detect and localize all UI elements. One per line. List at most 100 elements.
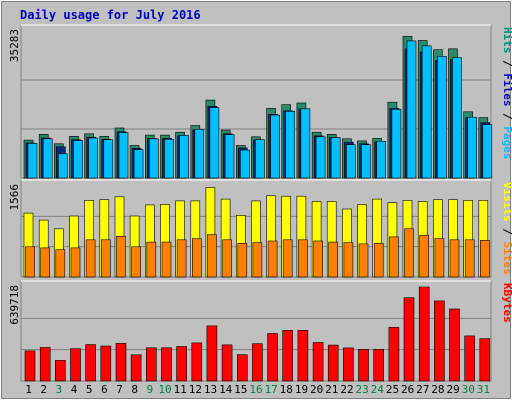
bar-sites-31: 31 Sites: 630 — [479, 240, 490, 278]
legend-item-kbytes: KBytes — [501, 283, 512, 323]
bar-sites-27: 27 Sites: 720 — [419, 234, 430, 278]
x-tick-label: 20 — [310, 383, 323, 396]
panel-hits: 35283 Hits / Files / Pages 1 Hits: 91001 F… — [8, 24, 512, 179]
legend-item-hits: Hits — [501, 27, 512, 54]
legend-item-sites: Sites — [501, 242, 512, 275]
x-tick-label: 19 — [295, 383, 308, 396]
panel-visits: 1566 Visits / Sites 1 Visits: 11001 Sites:… — [8, 179, 512, 278]
bar-kbytes-15: 15 KBytes: 179000 — [237, 354, 248, 382]
bar-sites-2: 2 Sites: 500 — [40, 247, 51, 278]
x-tick-label: 22 — [340, 383, 353, 396]
x-tick-label: 21 — [325, 383, 338, 396]
legend-item-pages: Pages — [501, 126, 512, 159]
max-label-visits: 1566 — [8, 184, 21, 211]
bar-pages-15: 15 Pages: 6700 — [240, 149, 250, 179]
bar-pages-26: 26 Pages: 32900 — [406, 40, 417, 179]
bar-sites-11: 11 Sites: 640 — [176, 239, 187, 278]
legend-hits: Hits / Files / Pages — [501, 27, 512, 160]
bar-pages-13: 13 Pages: 16900 — [209, 107, 220, 179]
bar-kbytes-2: 2 KBytes: 228000 — [39, 347, 51, 382]
bar-pages-1: 1 Pages: 8300 — [27, 143, 38, 179]
x-tick-label: 31 — [477, 383, 490, 396]
bar-kbytes-4: 4 KBytes: 220000 — [70, 348, 81, 382]
x-tick-label: 26 — [401, 383, 414, 396]
bar-sites-26: 26 Sites: 830 — [404, 228, 414, 278]
x-tick-label: 3 — [56, 383, 63, 396]
x-tick-label: 27 — [416, 383, 429, 396]
bar-kbytes-24: 24 KBytes: 216000 — [373, 348, 385, 382]
bar-kbytes-18: 18 KBytes: 345000 — [282, 329, 294, 382]
legend-item-visits: Visits — [501, 182, 512, 222]
bar-sites-1: 1 Sites: 520 — [25, 246, 35, 278]
max-label-kbytes: 639718 — [8, 285, 21, 325]
bar-kbytes-28: 28 KBytes: 545000 — [434, 300, 445, 382]
x-tick-label: 28 — [431, 383, 444, 396]
x-tick-label: 13 — [204, 383, 217, 396]
bar-kbytes-9: 9 KBytes: 226000 — [146, 347, 157, 382]
bar-pages-19: 19 Pages: 16600 — [300, 108, 311, 179]
panel-kbytes: 639718 KBytes 1 KBytes: 2050002 KBytes: 22… — [8, 280, 512, 382]
bar-sites-13: 13 Sites: 730 — [207, 234, 217, 278]
bar-sites-4: 4 Sites: 500 — [70, 247, 81, 278]
bar-pages-24: 24 Pages: 8800 — [376, 141, 387, 179]
bar-sites-23: 23 Sites: 570 — [358, 243, 369, 278]
bar-sites-3: 3 Sites: 470 — [55, 249, 66, 278]
bar-kbytes-13: 13 KBytes: 375000 — [206, 325, 218, 382]
x-tick-label: 30 — [462, 383, 475, 396]
bar-pages-31: 31 Pages: 12800 — [482, 124, 493, 179]
bar-pages-9: 9 Pages: 9400 — [149, 138, 159, 179]
bar-kbytes-26: 26 KBytes: 567000 — [403, 297, 415, 382]
bar-kbytes-14: 14 KBytes: 246000 — [221, 344, 233, 382]
bar-kbytes-30: 30 KBytes: 307000 — [464, 335, 476, 382]
bar-pages-28: 28 Pages: 29200 — [437, 55, 447, 179]
bar-kbytes-19: 19 KBytes: 345000 — [297, 329, 309, 382]
bar-pages-10: 10 Pages: 9300 — [164, 139, 174, 179]
bar-pages-30: 30 Pages: 14600 — [467, 116, 478, 179]
bar-pages-11: 11 Pages: 10200 — [179, 135, 189, 179]
legend-separator: / — [501, 54, 512, 74]
bar-sites-29: 29 Sites: 640 — [449, 239, 460, 278]
x-tick-label: 10 — [158, 383, 171, 396]
x-tick-label: 24 — [371, 383, 385, 396]
x-tick-label: 8 — [131, 383, 138, 396]
bar-sites-19: 19 Sites: 640 — [298, 239, 308, 278]
legend-separator: / — [501, 107, 512, 127]
bar-sites-6: 6 Sites: 640 — [101, 239, 111, 278]
bar-pages-16: 16 Pages: 9200 — [255, 139, 265, 179]
bar-sites-17: 17 Sites: 620 — [267, 240, 278, 278]
x-tick-label: 4 — [71, 383, 78, 396]
x-tick-label: 29 — [446, 383, 459, 396]
bar-kbytes-22: 22 KBytes: 225000 — [343, 347, 354, 382]
bar-pages-25: 25 Pages: 16500 — [391, 109, 402, 179]
bar-pages-14: 14 Pages: 10400 — [224, 134, 235, 179]
bar-sites-24: 24 Sites: 580 — [373, 243, 384, 278]
bar-sites-28: 28 Sites: 660 — [434, 238, 445, 278]
bar-sites-12: 12 Sites: 660 — [192, 238, 202, 278]
bar-pages-22: 22 Pages: 8000 — [346, 144, 356, 179]
bar-pages-5: 5 Pages: 9600 — [88, 137, 98, 179]
bar-sites-25: 25 Sites: 690 — [389, 236, 399, 278]
legend-item-files: Files — [501, 73, 512, 106]
bars-visits: 1 Visits: 11001 Sites: 5202 Visits: 9802… — [23, 187, 490, 278]
bar-kbytes-10: 10 KBytes: 226000 — [161, 347, 172, 382]
bar-sites-10: 10 Sites: 600 — [161, 241, 172, 278]
x-tick-label: 16 — [249, 383, 262, 396]
x-tick-label: 18 — [280, 383, 293, 396]
bar-sites-16: 16 Sites: 590 — [252, 242, 263, 278]
x-tick-label: 17 — [265, 383, 278, 396]
x-tick-label: 2 — [40, 383, 47, 396]
bar-kbytes-7: 7 KBytes: 256000 — [115, 343, 127, 382]
bar-kbytes-20: 20 KBytes: 262000 — [312, 342, 324, 382]
bar-kbytes-3: 3 KBytes: 140000 — [54, 360, 66, 382]
bars-kbytes: 1 KBytes: 2050002 KBytes: 2280003 KBytes… — [24, 286, 491, 382]
bar-pages-7: 7 Pages: 10900 — [118, 132, 129, 179]
bar-sites-18: 18 Sites: 640 — [282, 239, 293, 278]
bar-kbytes-1: 1 KBytes: 205000 — [24, 350, 36, 382]
x-tick-label: 25 — [386, 383, 399, 396]
bar-kbytes-23: 23 KBytes: 216000 — [358, 348, 369, 382]
bar-pages-8: 8 Pages: 6800 — [133, 149, 144, 179]
bar-kbytes-17: 17 KBytes: 323000 — [267, 333, 278, 382]
legend-separator: / — [501, 222, 512, 242]
